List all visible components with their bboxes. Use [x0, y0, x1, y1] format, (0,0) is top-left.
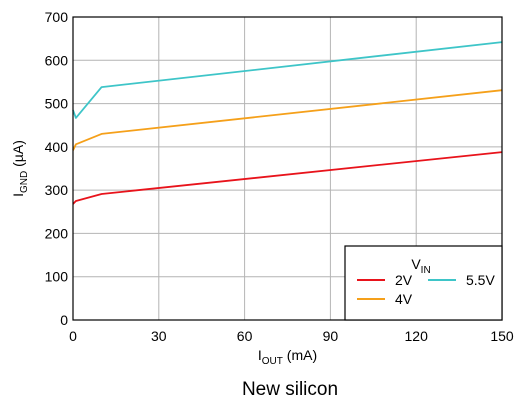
y-tick-label: 400: [45, 139, 69, 155]
x-tick-label: 90: [323, 328, 339, 344]
legend-items: 2V 4V 5.5V: [357, 272, 495, 307]
y-axis-label-sub: GND: [19, 171, 30, 193]
x-tick-label: 150: [490, 328, 514, 344]
legend: VIN 2V 4V 5.5V: [344, 245, 503, 321]
chart-caption: New silicon: [242, 379, 338, 400]
y-tick-labels: 0 100 200 300 400 500 600 700: [45, 9, 69, 328]
legend-label-2V: 2V: [395, 272, 413, 288]
x-axis-label-sub: OUT: [262, 356, 283, 367]
series-line-4V: [72, 89, 503, 151]
legend-title-sub: IN: [421, 265, 431, 276]
x-tick-label: 30: [151, 328, 167, 344]
legend-title-main: V: [411, 256, 421, 272]
legend-title: VIN: [411, 256, 430, 276]
series-line-2V: [72, 151, 503, 205]
x-tick-label: 120: [405, 328, 429, 344]
y-tick-label: 300: [45, 182, 69, 198]
x-tick-labels: 0 30 60 90 120 150: [69, 328, 514, 344]
y-tick-label: 200: [45, 225, 69, 241]
y-tick-label: 0: [60, 312, 68, 328]
series-line-5-5V: [72, 41, 503, 119]
x-axis-label: IOUT (mA): [258, 347, 317, 367]
legend-box: [344, 245, 503, 321]
y-axis-label-unit: (µA): [10, 140, 26, 171]
series-lines: [72, 41, 503, 205]
y-tick-label: 500: [45, 96, 69, 112]
y-tick-label: 600: [45, 52, 69, 68]
x-tick-label: 0: [69, 328, 77, 344]
legend-label-4V: 4V: [395, 291, 413, 307]
plot-frame: [72, 16, 503, 321]
y-tick-label: 100: [45, 269, 69, 285]
y-tick-label: 700: [45, 9, 69, 25]
y-axis-label: IGND (µA): [10, 140, 30, 197]
x-axis-label-main: I: [258, 347, 262, 363]
x-axis-label-unit: (mA): [283, 347, 317, 363]
y-axis-label-main: I: [10, 193, 26, 197]
legend-label-5-5V: 5.5V: [466, 272, 495, 288]
x-tick-label: 60: [237, 328, 253, 344]
